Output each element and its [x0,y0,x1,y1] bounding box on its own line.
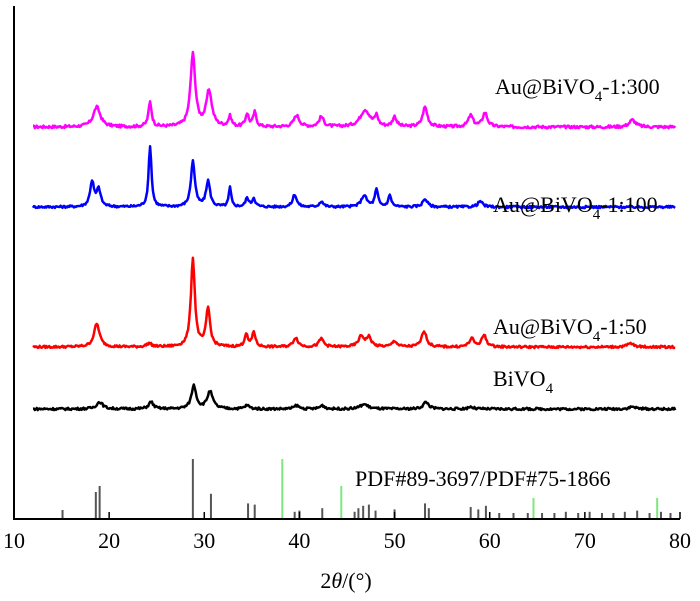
series-layer [31,50,677,412]
series-label-1-100: Au@BiVO4-1:100 [493,192,658,223]
series-line-2 [32,256,676,350]
x-tick-label-60: 60 [479,528,501,553]
x-tick-label-40: 40 [288,528,310,553]
series-line-0 [32,50,677,130]
x-tick-label-20: 20 [98,528,120,553]
axes [13,6,680,520]
x-tick-label-50: 50 [384,528,406,553]
reference-pattern [61,459,672,519]
series-label-1-300: Au@BiVO4-1:300 [495,74,660,105]
x-tick-label-30: 30 [193,528,215,553]
series-label-1-50: Au@BiVO4-1:50 [493,314,647,345]
x-tick-label-80: 80 [669,528,691,553]
series-label-bivo4: BiVO4 [493,366,554,397]
x-axis-label: 2θ/(°) [320,568,371,593]
x-ticks: 10 20 30 40 50 60 70 80 [3,512,691,553]
reference-label: PDF#89-3697/PDF#75-1866 [355,466,610,491]
series-labels: Au@BiVO4-1:300 Au@BiVO4-1:100 Au@BiVO4-1… [355,74,660,491]
series-line-3 [32,383,677,412]
x-tick-label-70: 70 [574,528,596,553]
series-line-1 [31,145,676,210]
x-tick-label-10: 10 [3,528,25,553]
